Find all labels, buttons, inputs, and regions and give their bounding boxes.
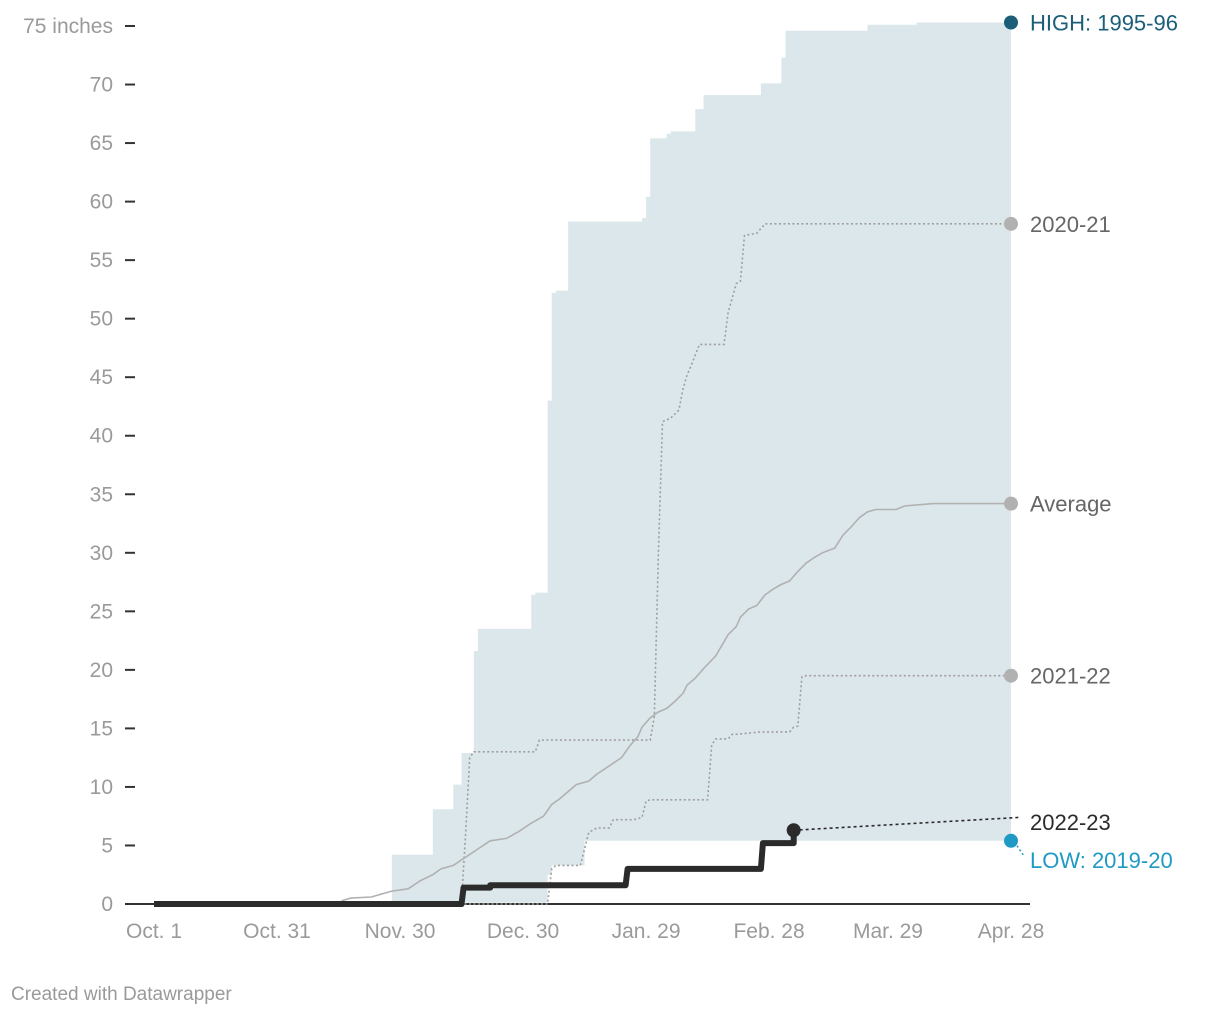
end-marker-high-1995-96 <box>1004 15 1018 30</box>
datawrapper-credit: Created with Datawrapper <box>11 984 232 1005</box>
low-label-leader <box>1016 845 1025 857</box>
y-tick-label: 30 <box>90 542 113 565</box>
series-line-2022-23 <box>154 830 797 907</box>
label-layer: HIGH: 1995-96 2020-21 Average 2021-22 LOW: 2… <box>786 10 1178 873</box>
y-tick-label: 10 <box>90 776 113 799</box>
x-tick-label: Mar. 29 <box>853 920 923 943</box>
y-tick-label: 60 <box>90 191 113 214</box>
series-label-low-2019-20: LOW: 2019-20 <box>1030 848 1173 873</box>
end-marker-2020-21 <box>1004 216 1018 231</box>
series-line-2020-21 <box>154 223 1011 905</box>
x-tick-label: Nov. 30 <box>365 920 436 943</box>
x-tick-label: Dec. 30 <box>487 920 559 943</box>
y-tick-label: 40 <box>90 425 113 448</box>
series-label-2021-22: 2021-22 <box>1030 664 1111 689</box>
series-line-2021-22 <box>154 674 1011 905</box>
y-tick-label: 50 <box>90 308 113 331</box>
end-marker-2022-23 <box>786 823 801 838</box>
series-label-average: Average <box>1030 492 1112 517</box>
end-marker-low-2019-20 <box>1004 833 1018 848</box>
series-label-2022-23: 2022-23 <box>1030 810 1111 835</box>
y-tick-label: 75 inches <box>23 15 113 38</box>
y-tick-label: 70 <box>90 74 113 97</box>
series-line-average <box>154 502 1011 905</box>
y-tick-label: 55 <box>90 249 113 272</box>
x-tick-label: Oct. 1 <box>126 920 182 943</box>
y-tick-label: 45 <box>90 366 113 389</box>
y-tick-label: 20 <box>90 659 113 682</box>
x-tick-label: Apr. 28 <box>978 920 1045 943</box>
y-tick-label: 5 <box>101 834 113 857</box>
current-season-leader <box>793 816 1021 832</box>
end-marker-average <box>1004 496 1018 511</box>
y-tick-label: 25 <box>90 600 113 623</box>
axis-layer: 0 5 10 15 20 25 30 35 40 45 50 55 60 65 70 75 inches Oct… <box>23 15 1044 943</box>
series-label-2020-21: 2020-21 <box>1030 212 1111 237</box>
x-tick-label: Oct. 31 <box>243 920 311 943</box>
x-tick-label: Jan. 29 <box>612 920 681 943</box>
series-layer <box>154 223 1011 907</box>
y-tick-label: 0 <box>101 893 113 916</box>
series-label-high-1995-96: HIGH: 1995-96 <box>1030 10 1178 35</box>
range-band-layer <box>391 22 1011 904</box>
y-tick-label: 65 <box>90 132 113 155</box>
high-low-range-band <box>391 22 1011 904</box>
x-tick-label: Feb. 28 <box>733 920 804 943</box>
y-tick-label: 35 <box>90 483 113 506</box>
y-tick-label: 15 <box>90 717 113 740</box>
end-marker-2021-22 <box>1004 668 1018 683</box>
